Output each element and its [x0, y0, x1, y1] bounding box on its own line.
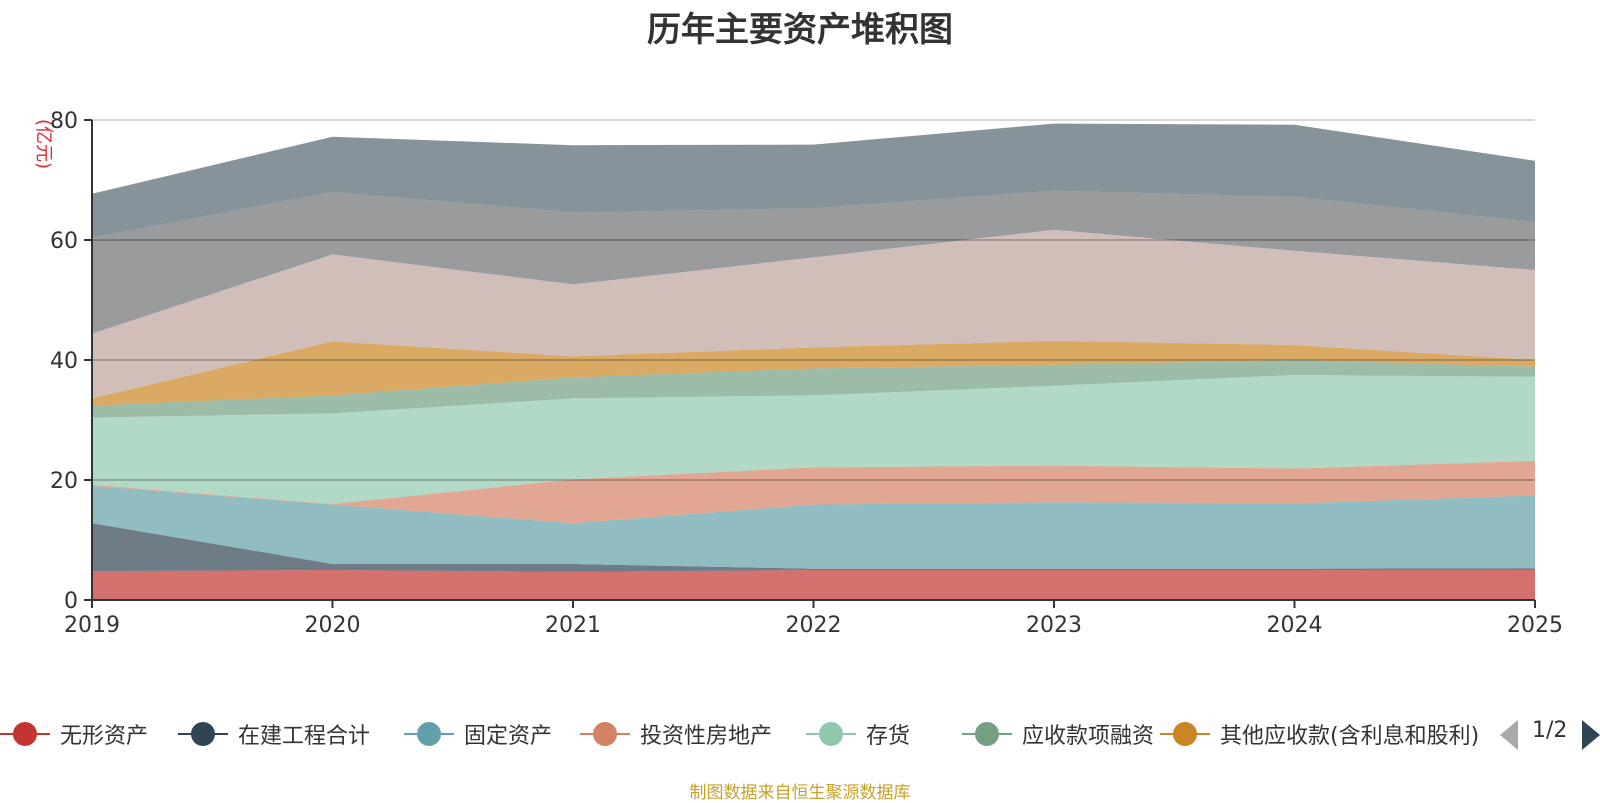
area-series-2 — [92, 523, 1535, 572]
y-tick-label: 40 — [50, 349, 78, 374]
area-series-10 — [92, 123, 1535, 238]
area-series-7 — [92, 340, 1535, 406]
legend-prev-page-icon[interactable] — [1500, 720, 1518, 750]
x-tick-label: 2024 — [1267, 613, 1323, 638]
y-tick-label: 60 — [50, 229, 78, 254]
area-series-5 — [92, 375, 1535, 504]
legend-label: 其他应收款(含利息和股利) — [1220, 724, 1480, 749]
legend-label: 应收款项融资 — [1022, 724, 1155, 749]
chart-title: 历年主要资产堆积图 — [647, 10, 953, 50]
legend-label: 无形资产 — [60, 724, 149, 749]
source-note: 制图数据来自恒生聚源数据库 — [689, 783, 911, 803]
y-tick-label: 0 — [64, 589, 78, 614]
legend-pager: 1/2 — [1500, 718, 1600, 752]
x-tick-label: 2020 — [305, 613, 361, 638]
x-tick-label: 2022 — [786, 613, 842, 638]
axes: 0 20 40 60 80 2019 2020 2021 2022 2023 2024 2025 — [50, 109, 1563, 638]
legend-marker-icon — [178, 719, 228, 749]
legend-item[interactable]: 存货 — [806, 714, 910, 754]
legend-label: 在建工程合计 — [238, 724, 371, 749]
y-tick-label: 20 — [50, 469, 78, 494]
legend-item[interactable]: 投资性房地产 — [580, 714, 772, 754]
x-tick-label: 2021 — [545, 613, 601, 638]
legend: 无形资产 在建工程合计 固定资产 投资性房地产 存货 应收款项融资 其他应收款(含利息和股利… — [0, 714, 1500, 754]
legend-marker-icon — [580, 719, 630, 749]
legend-item[interactable]: 固定资产 — [404, 714, 552, 754]
legend-label: 存货 — [866, 724, 911, 749]
legend-marker-icon — [1160, 719, 1210, 749]
area-series-6 — [92, 360, 1535, 418]
x-tick-label: 2019 — [64, 613, 120, 638]
x-tick-label: 2025 — [1507, 613, 1563, 638]
legend-item[interactable]: 应收款项融资 — [962, 714, 1154, 754]
legend-item[interactable]: 在建工程合计 — [178, 714, 370, 754]
legend-marker-icon — [962, 719, 1012, 749]
area-series-8 — [92, 229, 1535, 399]
legend-label: 投资性房地产 — [640, 724, 773, 749]
legend-next-page-icon[interactable] — [1582, 720, 1600, 750]
stacked-area-chart: 0 20 40 60 80 2019 2020 2021 2022 2023 2024 2025 (亿… — [33, 109, 1563, 638]
legend-marker-icon — [806, 719, 856, 749]
gridlines — [92, 119, 1535, 481]
legend-marker-icon — [0, 719, 50, 749]
y-axis-unit-label: (亿元) — [33, 119, 54, 169]
legend-item[interactable]: 无形资产 — [0, 714, 148, 754]
legend-label: 固定资产 — [464, 724, 553, 749]
area-series-4 — [92, 460, 1535, 524]
legend-item[interactable]: 其他应收款(含利息和股利) — [1160, 714, 1479, 754]
area-series-9 — [92, 190, 1535, 334]
area-layer — [92, 123, 1535, 600]
y-tick-label: 80 — [50, 109, 78, 134]
area-series-3 — [92, 486, 1535, 569]
legend-marker-icon — [404, 719, 454, 749]
area-series-1 — [92, 570, 1535, 600]
x-tick-label: 2023 — [1026, 613, 1082, 638]
legend-page-indicator: 1/2 — [1532, 718, 1568, 743]
